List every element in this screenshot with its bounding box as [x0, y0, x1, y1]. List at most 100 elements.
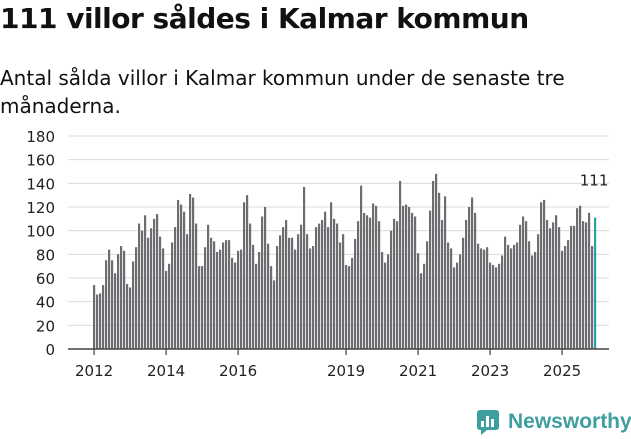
bar: [525, 221, 528, 349]
bar: [222, 242, 225, 349]
bar: [483, 249, 486, 349]
bar: [180, 204, 183, 349]
bar: [444, 196, 447, 349]
bar: [228, 240, 231, 349]
bar: [534, 251, 537, 349]
bar: [456, 262, 459, 349]
bar: [528, 241, 531, 349]
bar: [471, 197, 474, 349]
bar: [489, 262, 492, 349]
page-subtitle: Antal sålda villor i Kalmar kommun under…: [0, 66, 565, 118]
bar: [462, 237, 465, 349]
bar: [243, 202, 246, 349]
bar: [96, 294, 99, 349]
bar: [279, 235, 282, 349]
bar: [156, 214, 159, 349]
bar: [177, 199, 180, 349]
bar: [582, 221, 585, 349]
bar: [321, 220, 324, 349]
bar: [249, 223, 252, 349]
brand-name: Newsworthy: [508, 410, 631, 433]
bar: [390, 230, 393, 349]
bar: [591, 246, 594, 349]
bar: [261, 216, 264, 349]
bar: [318, 223, 321, 349]
bar: [213, 241, 216, 349]
bar: [432, 180, 435, 349]
bar: [468, 207, 471, 349]
bar: [348, 266, 351, 349]
y-tick-label: 140: [26, 175, 55, 193]
bar: [393, 218, 396, 349]
bar: [564, 246, 567, 349]
bar: [495, 267, 498, 349]
bar: [570, 225, 573, 349]
bar: [372, 203, 375, 349]
bar: [375, 205, 378, 349]
bar: [474, 212, 477, 349]
bar: [537, 234, 540, 349]
bar: [159, 236, 162, 349]
bar: [543, 199, 546, 349]
bar: [225, 240, 228, 349]
bar: [426, 241, 429, 349]
bar: [114, 273, 117, 349]
bar: [399, 180, 402, 349]
bar: [360, 185, 363, 349]
bar: [333, 218, 336, 349]
bar: [480, 248, 483, 349]
bar: [198, 266, 201, 349]
x-tick-label: 2025: [543, 362, 581, 380]
y-tick-label: 60: [36, 270, 55, 288]
bar: [504, 236, 507, 349]
bar: [459, 254, 462, 349]
bar: [264, 207, 267, 349]
bar: [396, 221, 399, 349]
bar: [402, 205, 405, 349]
bar-chart: 0 20 40 60 80 100 120 140 160 180 2012 2014 2016 2019…: [26, 128, 609, 380]
y-tick-label: 40: [36, 294, 55, 312]
bar: [270, 266, 273, 349]
x-tick-label: 2016: [219, 362, 257, 380]
bar: [201, 266, 204, 349]
bar: [297, 234, 300, 349]
bar: [579, 205, 582, 349]
bar: [129, 287, 132, 349]
bar: [336, 223, 339, 349]
bar: [138, 223, 141, 349]
bar: [117, 254, 120, 349]
bar: [147, 237, 150, 349]
bar: [345, 264, 348, 349]
bar: [450, 248, 453, 349]
bar: [555, 215, 558, 349]
bar: [441, 220, 444, 349]
bar: [153, 218, 156, 349]
bar: [165, 270, 168, 349]
bar: [519, 224, 522, 349]
bar: [189, 193, 192, 349]
bar: [258, 251, 261, 349]
bar: [267, 243, 270, 349]
bar: [123, 250, 126, 349]
y-tick-label: 0: [45, 341, 55, 359]
bar: [324, 211, 327, 349]
bar: [522, 216, 525, 349]
bar: [420, 273, 423, 349]
bar: [516, 242, 519, 349]
bar: [567, 240, 570, 349]
bar: [540, 202, 543, 349]
bar: [507, 244, 510, 349]
bar: [327, 227, 330, 349]
bar: [306, 234, 309, 349]
bar: [486, 247, 489, 349]
bar: [429, 210, 432, 349]
bar: [477, 243, 480, 349]
bar: [357, 221, 360, 349]
bar: [276, 246, 279, 349]
bar: [285, 220, 288, 349]
bar: [120, 246, 123, 349]
bar: [366, 215, 369, 349]
y-tick-label: 20: [36, 317, 55, 335]
bar: [108, 249, 111, 349]
bar: [501, 255, 504, 349]
